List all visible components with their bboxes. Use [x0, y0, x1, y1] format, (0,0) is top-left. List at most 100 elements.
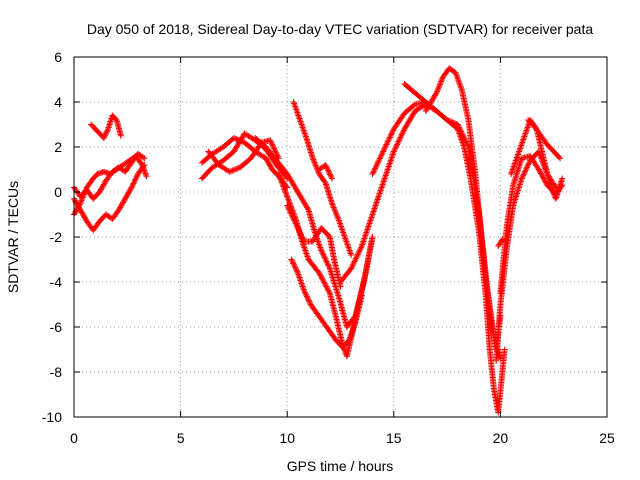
data-point	[291, 217, 298, 224]
data-point	[293, 106, 300, 113]
data-point	[520, 172, 527, 179]
data-point	[371, 166, 378, 173]
data-point	[436, 82, 443, 89]
data-point	[321, 279, 328, 286]
data-point	[143, 173, 150, 180]
data-point	[456, 80, 463, 87]
data-point	[389, 153, 396, 159]
data-point	[319, 276, 326, 283]
data-point	[229, 167, 236, 174]
data-point	[296, 274, 303, 281]
data-point	[497, 355, 504, 362]
data-point	[525, 160, 532, 167]
data-point	[326, 264, 333, 271]
y-tick-label: 4	[54, 94, 62, 110]
data-point	[289, 259, 296, 266]
data-point	[339, 228, 346, 234]
data-point	[517, 144, 524, 150]
data-point	[291, 100, 298, 107]
data-point	[368, 213, 375, 219]
data-point	[292, 219, 299, 226]
data-series-arc-19	[497, 153, 566, 297]
data-point	[127, 185, 134, 192]
data-point	[519, 174, 526, 181]
data-point	[345, 244, 352, 251]
data-point	[324, 166, 331, 173]
data-point	[288, 256, 295, 263]
data-point	[400, 128, 407, 135]
data-point	[547, 181, 554, 188]
data-point	[369, 171, 376, 177]
data-point	[299, 123, 306, 129]
data-point	[343, 240, 350, 246]
data-point	[338, 223, 345, 230]
data-point	[538, 171, 545, 178]
data-point	[286, 199, 293, 206]
data-point	[433, 90, 440, 96]
data-point	[330, 204, 337, 211]
data-point	[234, 165, 241, 172]
data-point	[303, 252, 310, 258]
data-point	[300, 127, 307, 134]
data-point	[328, 174, 335, 181]
data-point	[306, 298, 313, 305]
data-point	[525, 161, 532, 168]
data-point	[103, 128, 110, 135]
data-point	[379, 183, 386, 189]
data-point	[454, 74, 461, 81]
data-point	[519, 139, 526, 146]
data-point	[377, 187, 384, 194]
data-point	[326, 170, 333, 177]
data-point	[434, 88, 441, 95]
data-point	[301, 244, 308, 251]
data-point	[499, 236, 506, 243]
data-point	[521, 169, 528, 176]
data-point	[298, 279, 305, 285]
data-point	[322, 162, 329, 168]
data-point	[284, 194, 291, 201]
data-point	[372, 202, 379, 209]
data-point	[232, 135, 239, 142]
y-tick-label: -8	[50, 364, 63, 380]
data-point	[77, 198, 84, 205]
data-point	[277, 175, 284, 182]
data-point	[365, 222, 372, 228]
data-point	[131, 177, 138, 184]
data-point	[347, 250, 354, 257]
data-point	[348, 264, 355, 271]
data-point	[376, 192, 383, 198]
data-point	[296, 117, 303, 123]
data-point	[103, 129, 110, 136]
data-point	[112, 115, 119, 122]
data-point	[547, 182, 554, 189]
data-point	[293, 267, 300, 274]
data-point	[271, 146, 278, 153]
data-point	[347, 249, 354, 255]
data-point	[324, 259, 331, 266]
data-point	[284, 203, 291, 210]
data-point	[519, 138, 526, 144]
data-point	[316, 243, 323, 249]
data-point	[396, 135, 403, 142]
data-point	[457, 83, 464, 90]
data-point	[435, 84, 442, 91]
data-point	[356, 247, 363, 254]
data-point	[455, 78, 462, 85]
data-point	[301, 288, 308, 294]
data-point	[267, 138, 274, 145]
data-point	[268, 140, 275, 147]
data-point	[273, 149, 280, 156]
data-point	[385, 137, 392, 144]
data-point	[363, 228, 370, 234]
data-point	[230, 135, 237, 141]
data-point	[548, 184, 555, 191]
data-point	[557, 155, 564, 162]
data-point	[301, 246, 308, 252]
data-point	[129, 183, 136, 190]
data-point	[326, 288, 333, 295]
data-series-arc-22	[495, 236, 506, 249]
data-point	[281, 186, 288, 193]
data-series-arc-13	[316, 162, 335, 182]
data-point	[315, 169, 322, 176]
